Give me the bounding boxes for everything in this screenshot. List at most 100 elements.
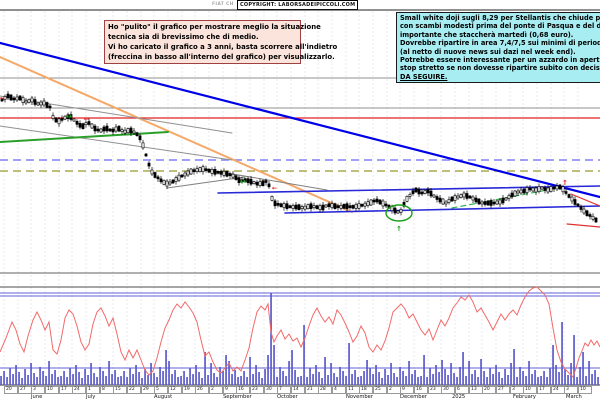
candle-up <box>549 186 553 192</box>
volume-bar <box>477 377 479 385</box>
volume-bar <box>126 377 128 385</box>
axis-day-cell: 3 <box>510 386 524 394</box>
candle-down <box>420 191 424 195</box>
volume-bar <box>225 355 227 385</box>
volume-bar <box>300 376 302 385</box>
axis-day-cell: 23 <box>428 386 442 394</box>
axis-month-label: September <box>223 394 252 400</box>
candle-down <box>105 125 109 132</box>
axis-month-label: March <box>566 394 582 400</box>
volume-bar <box>15 365 17 385</box>
candle-down <box>348 205 352 208</box>
note-line: Vi ho caricato il grafico a 3 anni, bast… <box>108 43 338 51</box>
volume-bar <box>315 365 317 385</box>
axis-day-cell: 27 <box>18 386 32 394</box>
axis-month-label: February <box>513 394 536 400</box>
volume-bar <box>246 377 248 385</box>
candle-up <box>165 180 169 187</box>
volume-bar <box>18 372 20 385</box>
candle-up <box>222 171 226 176</box>
axis-day-cell: 3 <box>31 386 45 394</box>
axis-day-cell: 10 <box>523 386 537 394</box>
candle-down <box>321 204 325 211</box>
candle-down <box>315 205 319 209</box>
volume-bar <box>483 371 485 385</box>
volume-bar <box>174 370 176 385</box>
candle-down <box>261 180 265 186</box>
volume-bar <box>336 377 338 385</box>
volume-bar <box>261 378 263 385</box>
axis-month-label: 2025 <box>452 394 466 400</box>
volume-bar <box>549 368 551 385</box>
volume-bar <box>528 361 530 385</box>
candle-up <box>525 187 529 193</box>
candle-down <box>573 199 577 205</box>
orange-descending <box>0 56 353 213</box>
candle-down <box>111 128 115 133</box>
candle-down <box>171 179 175 184</box>
candle-up <box>132 130 136 134</box>
oscillator-line <box>0 286 600 378</box>
volume-bar <box>561 322 563 385</box>
candle-up <box>354 204 358 209</box>
volume-bar <box>204 352 206 385</box>
volume-bar <box>45 376 47 385</box>
volume-bar <box>348 343 350 385</box>
candle-down <box>264 180 268 183</box>
candle-down <box>384 203 388 207</box>
candle-down <box>435 196 439 200</box>
candle-up <box>540 186 544 190</box>
candle-down <box>294 204 298 210</box>
volume-bar <box>129 368 131 385</box>
volume-bar <box>339 367 341 385</box>
volume-bar <box>135 365 137 385</box>
candle-up <box>537 186 541 192</box>
candle-up <box>15 96 19 101</box>
candle-up <box>150 169 154 175</box>
candle-up <box>399 209 403 213</box>
volume-bar <box>66 377 68 385</box>
axis-day-cell: 9 <box>223 386 237 394</box>
volume-bar <box>48 361 50 385</box>
volume-bar <box>120 376 122 385</box>
volume-bar <box>258 372 260 385</box>
volume-bar <box>309 368 311 385</box>
volume-bar <box>117 377 119 385</box>
volume-bar <box>582 352 584 385</box>
volume-bar <box>474 370 476 385</box>
volume-bar <box>597 377 599 385</box>
candle-down <box>156 176 160 180</box>
candle-down <box>426 188 430 194</box>
red-up-arrow: ↑ <box>562 179 568 187</box>
volume-bar <box>264 369 266 385</box>
candle-down <box>204 168 208 171</box>
candle-down <box>288 205 292 208</box>
volume-bar <box>153 373 155 385</box>
volume-bar <box>552 345 554 385</box>
candle-up <box>270 196 274 201</box>
axis-day-cell: 30 <box>441 386 455 394</box>
axis-day-cell: 18 <box>359 386 373 394</box>
candle-up <box>186 170 190 176</box>
volume-bar <box>393 373 395 385</box>
candle-down <box>117 125 121 132</box>
candle-up <box>231 173 235 178</box>
candle-up <box>300 206 304 209</box>
volume-bar <box>510 363 512 385</box>
volume-bar <box>372 374 374 385</box>
volume-bar <box>411 374 413 385</box>
candle-up <box>432 194 436 198</box>
volume-bar <box>69 368 71 385</box>
volume-bar <box>75 365 77 385</box>
candle-down <box>492 201 496 205</box>
candle-down <box>336 205 340 208</box>
candle-down <box>372 199 376 203</box>
axis-day-cell: 25 <box>373 386 387 394</box>
note-line: con scambi modesti prima del ponte di Pa… <box>400 22 600 31</box>
candle-up <box>168 181 172 185</box>
volume-bar <box>51 374 53 385</box>
note-line: importante che staccherà martedì (0,68 e… <box>400 30 574 39</box>
volume-bar <box>213 373 215 385</box>
volume-bar <box>216 377 218 385</box>
